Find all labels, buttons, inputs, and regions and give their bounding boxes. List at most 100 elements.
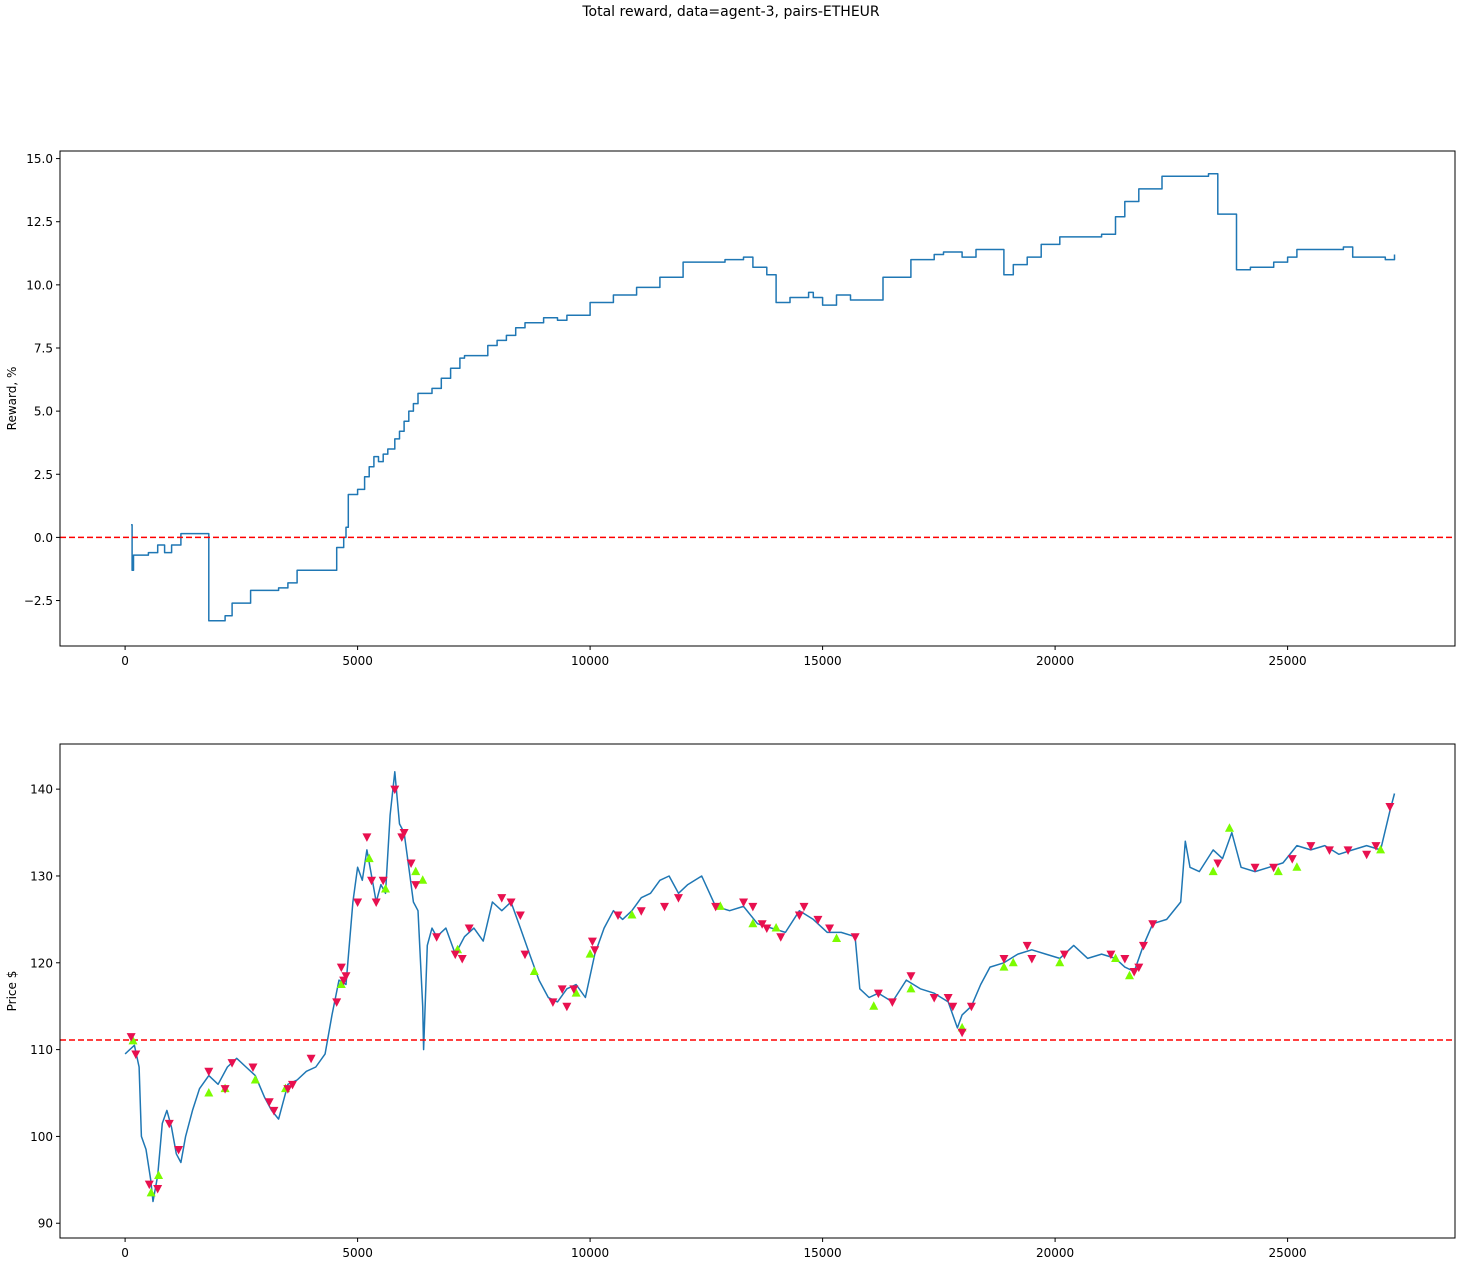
y-tick-label: 10.0 [26,278,53,292]
axes-frame [59,743,1456,1239]
sell-marker [367,876,377,886]
plot-area [60,172,1455,622]
sell-marker [227,1059,237,1068]
buy-marker [869,1001,879,1010]
sell-marker [220,1085,230,1094]
sell-marker [943,994,953,1003]
buy-marker [418,875,428,884]
buy-marker [1008,957,1018,967]
y-tick-label: 90 [38,1217,53,1231]
sell-marker [332,998,342,1007]
sell-marker [399,829,409,838]
sell-marker [1148,920,1158,929]
buy-marker [154,1170,164,1179]
sell-marker [457,954,467,964]
sell-marker [562,1002,572,1012]
y-tick-label: −2.5 [24,594,53,608]
sell-marker [1022,941,1032,951]
sell-marker [336,963,346,973]
sell-marker [520,950,530,960]
sell-marker [506,898,516,908]
y-tick-label: 12.5 [26,215,53,229]
sell-marker [411,881,421,890]
sell-marker [1385,803,1395,812]
buy-marker [627,910,637,919]
sell-marker [1371,842,1381,851]
sell-marker [450,950,460,960]
sell-marker [590,946,600,955]
sell-marker [390,785,400,795]
sell-marker [548,998,558,1007]
reward-axes: 0 5000 10000 15000 20000 25000 −2.5 0.0 2.5 5.0 7.… [5,150,1456,668]
sell-marker [660,902,669,912]
buy-marker [364,853,374,863]
buy-marker [1292,862,1302,871]
sell-marker [144,1180,154,1190]
y-tick-label: 7.5 [34,341,53,355]
sell-marker [776,933,786,942]
buy-marker [146,1187,156,1197]
buy-marker [1208,866,1218,876]
buy-marker [1376,844,1386,854]
y-axis-label: Price $ [5,971,19,1012]
x-tick-label: 0 [121,654,129,668]
buy-marker [250,1074,260,1084]
x-tick-label: 25000 [1269,654,1307,668]
sell-marker [762,924,772,934]
buy-marker [1273,866,1283,876]
sell-marker [929,994,939,1003]
sell-marker [906,972,916,981]
y-tick-label: 15.0 [26,152,53,166]
sell-marker [1027,954,1037,964]
x-tick-label: 15000 [804,654,842,668]
sell-marker [739,898,749,908]
sell-marker [378,876,388,886]
sell-marker [873,989,883,999]
sell-marker [999,954,1009,964]
sell-marker [957,1028,967,1038]
buy-marker [999,962,1009,971]
x-tick-label: 20000 [1036,654,1074,668]
y-tick-label: 110 [30,1043,53,1057]
sell-marker [362,833,372,842]
buy-marker [748,918,758,928]
plot-area [60,771,1455,1203]
sell-marker [1287,855,1297,864]
buy-marker [529,966,539,975]
sell-marker [794,911,804,921]
sell-marker [406,859,416,868]
x-tick-label: 0 [121,1246,129,1260]
sell-marker [1269,863,1279,873]
sell-marker [1129,967,1139,977]
axes-frame [59,150,1456,647]
buy-marker [1125,970,1134,980]
sell-marker [711,902,721,912]
sell-marker [569,985,579,994]
x-tick-label: 20000 [1036,1246,1074,1260]
buy-marker [1224,823,1234,832]
buy-marker [1111,953,1121,962]
y-tick-label: 120 [30,956,53,970]
figure-title: Total reward, data=agent-3, pairs-ETHEUR [582,4,880,20]
x-tick-label: 5000 [342,1246,373,1260]
buy-marker [128,1035,138,1045]
x-tick-label: 10000 [571,1246,609,1260]
sell-marker [126,1033,136,1042]
sell-marker [464,924,474,934]
buy-marker [771,923,781,932]
sell-marker [306,1054,316,1064]
sell-marker [1324,846,1334,855]
y-tick-label: 130 [30,869,53,883]
sell-marker [1213,859,1223,868]
sell-marker [799,902,809,912]
buy-marker [336,979,346,988]
sell-marker [497,894,507,903]
price-axes: 0 5000 10000 15000 20000 25000 90 100 110 120 130 1… [5,743,1456,1260]
y-tick-label: 100 [30,1130,53,1144]
sell-marker [813,915,823,925]
sell-marker [164,1119,174,1129]
y-tick-label: 2.5 [34,468,53,482]
sell-marker [613,911,623,921]
sell-marker [1306,842,1316,851]
